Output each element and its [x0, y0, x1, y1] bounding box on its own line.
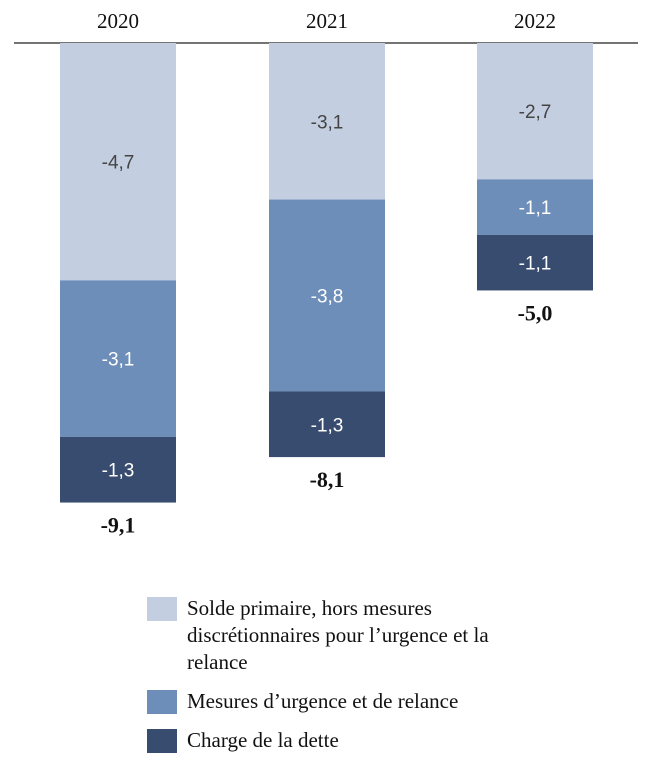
bar-segment-solde-primaire-2022: [477, 43, 593, 180]
data-label-charge-dette-2022: -1,1: [519, 254, 552, 275]
bar-segment-mesures-urgence-2021: [269, 199, 385, 392]
legend-item-mesures-urgence: Mesures d’urgence et de relance: [147, 688, 627, 715]
legend-label-mesures-urgence: Mesures d’urgence et de relance: [187, 689, 459, 713]
data-label-solde-primaire-2021: -3,1: [311, 112, 344, 133]
bar-segment-mesures-urgence-2020: [60, 280, 176, 437]
data-label-charge-dette-2021: -1,3: [311, 415, 344, 436]
data-label-mesures-urgence-2022: -1,1: [519, 198, 552, 219]
bar-segment-charge-dette-2022: [477, 234, 593, 291]
bars: -4,7 -3,1 -1,3 -3,1 -3,8 -1,3 -2,7 -1,1 -1,1: [60, 43, 593, 503]
category-label-2021: 2021: [306, 9, 348, 33]
total-labels: -9,1 -8,1 -5,0: [101, 300, 553, 537]
data-label-solde-primaire-2020: -4,7: [102, 153, 135, 174]
bar-segment-mesures-urgence-2022: [477, 179, 593, 235]
stacked-bar-chart: 2020 2021 2022 -4,7 -3,1 -1,3 -3,1 -3,8 -1,3 -2,…: [14, 9, 638, 538]
legend: Solde primaire, hors mesures discrétionn…: [147, 595, 627, 766]
bar-segment-charge-dette-2020: [60, 436, 176, 503]
data-label-mesures-urgence-2021: -3,8: [311, 287, 344, 308]
legend-label-solde-primaire: Solde primaire, hors mesures discrétionn…: [187, 596, 489, 674]
bar-segment-charge-dette-2021: [269, 391, 385, 458]
legend-item-solde-primaire: Solde primaire, hors mesures discrétionn…: [147, 595, 627, 676]
data-label-solde-primaire-2022: -2,7: [519, 102, 552, 123]
total-label-2021: -8,1: [310, 467, 345, 492]
legend-swatch-mesures-urgence: [147, 690, 177, 714]
data-label-charge-dette-2020: -1,3: [102, 461, 135, 482]
total-label-2022: -5,0: [518, 300, 553, 325]
category-labels: 2020 2021 2022: [97, 9, 556, 33]
legend-label-charge-dette: Charge de la dette: [187, 728, 339, 752]
legend-swatch-solde-primaire: [147, 597, 177, 621]
category-label-2020: 2020: [97, 9, 139, 33]
category-label-2022: 2022: [514, 9, 556, 33]
bar-segment-solde-primaire-2020: [60, 43, 176, 281]
bar-segment-solde-primaire-2021: [269, 43, 385, 200]
total-label-2020: -9,1: [101, 513, 136, 538]
legend-item-charge-dette: Charge de la dette: [147, 727, 627, 754]
data-label-mesures-urgence-2020: -3,1: [102, 350, 135, 371]
legend-swatch-charge-dette: [147, 729, 177, 753]
